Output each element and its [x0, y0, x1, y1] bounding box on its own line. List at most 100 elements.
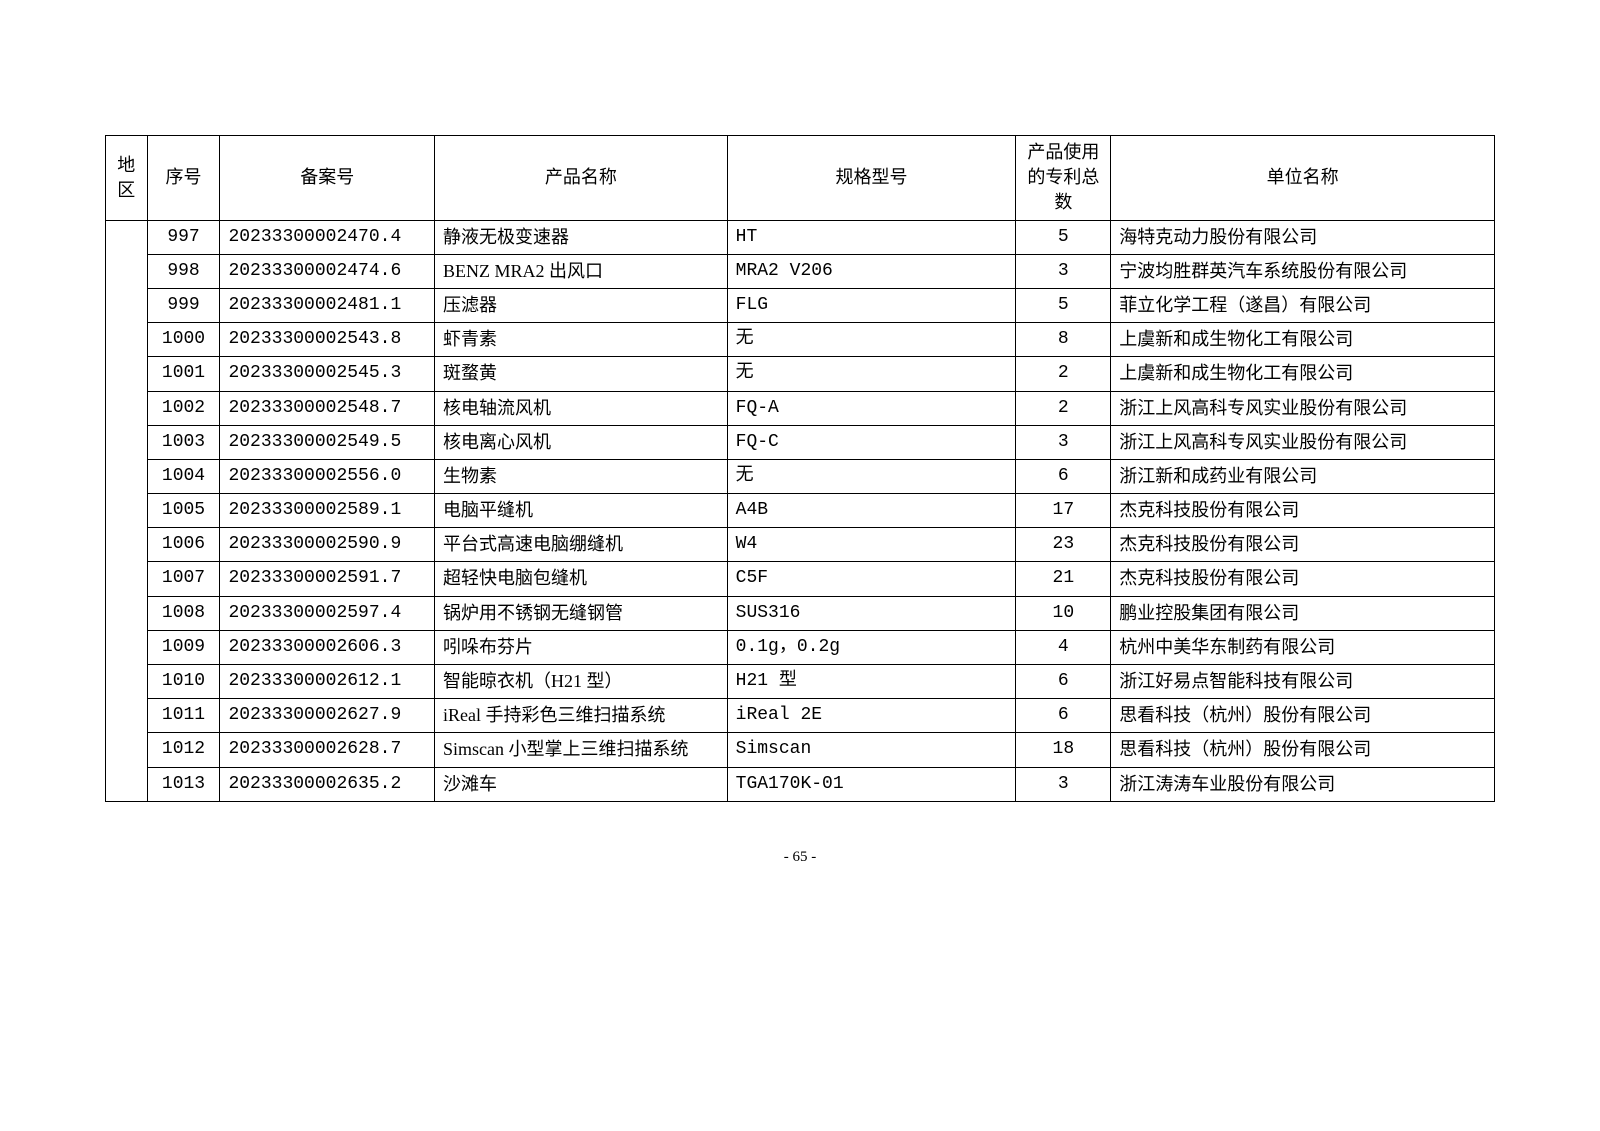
cell-patent: 6	[1016, 699, 1111, 733]
cell-seq: 1011	[147, 699, 220, 733]
table-row: 100320233300002549.5核电离心风机FQ-C3浙江上风高科专风实…	[106, 425, 1495, 459]
cell-filing: 20233300002545.3	[220, 357, 435, 391]
cell-filing: 20233300002612.1	[220, 665, 435, 699]
cell-company: 浙江上风高科专风实业股份有限公司	[1111, 391, 1495, 425]
header-spec: 规格型号	[727, 136, 1016, 221]
cell-filing: 20233300002549.5	[220, 425, 435, 459]
cell-product: 生物素	[435, 459, 728, 493]
table-row: 100820233300002597.4锅炉用不锈钢无缝钢管SUS31610鹏业…	[106, 596, 1495, 630]
table-row: 99920233300002481.1压滤器FLG5菲立化学工程（遂昌）有限公司	[106, 288, 1495, 322]
cell-company: 杰克科技股份有限公司	[1111, 528, 1495, 562]
cell-product: 核电轴流风机	[435, 391, 728, 425]
cell-product: 虾青素	[435, 323, 728, 357]
cell-spec: 无	[727, 357, 1016, 391]
cell-company: 浙江好易点智能科技有限公司	[1111, 665, 1495, 699]
cell-patent: 3	[1016, 767, 1111, 801]
cell-patent: 6	[1016, 459, 1111, 493]
cell-seq: 1012	[147, 733, 220, 767]
cell-spec: FQ-C	[727, 425, 1016, 459]
cell-company: 上虞新和成生物化工有限公司	[1111, 357, 1495, 391]
cell-patent: 23	[1016, 528, 1111, 562]
cell-patent: 6	[1016, 665, 1111, 699]
cell-company: 宁波均胜群英汽车系统股份有限公司	[1111, 254, 1495, 288]
cell-filing: 20233300002606.3	[220, 630, 435, 664]
cell-filing: 20233300002556.0	[220, 459, 435, 493]
cell-spec: FLG	[727, 288, 1016, 322]
table-header-row: 地区 序号 备案号 产品名称 规格型号 产品使用的专利总数 单位名称	[106, 136, 1495, 221]
cell-spec: 0.1g，0.2g	[727, 630, 1016, 664]
cell-company: 杰克科技股份有限公司	[1111, 562, 1495, 596]
header-filing: 备案号	[220, 136, 435, 221]
cell-region	[106, 220, 148, 801]
cell-filing: 20233300002627.9	[220, 699, 435, 733]
cell-spec: MRA2 V206	[727, 254, 1016, 288]
cell-patent: 4	[1016, 630, 1111, 664]
cell-seq: 1008	[147, 596, 220, 630]
cell-filing: 20233300002474.6	[220, 254, 435, 288]
cell-filing: 20233300002591.7	[220, 562, 435, 596]
cell-spec: TGA170K-01	[727, 767, 1016, 801]
cell-spec: HT	[727, 220, 1016, 254]
cell-company: 上虞新和成生物化工有限公司	[1111, 323, 1495, 357]
data-table: 地区 序号 备案号 产品名称 规格型号 产品使用的专利总数 单位名称 99720…	[105, 135, 1495, 802]
cell-spec: W4	[727, 528, 1016, 562]
cell-product: 吲哚布芬片	[435, 630, 728, 664]
table-row: 100420233300002556.0生物素无6浙江新和成药业有限公司	[106, 459, 1495, 493]
cell-company: 鹏业控股集团有限公司	[1111, 596, 1495, 630]
cell-company: 思看科技（杭州）股份有限公司	[1111, 733, 1495, 767]
cell-spec: Simscan	[727, 733, 1016, 767]
table-row: 101320233300002635.2沙滩车TGA170K-013浙江涛涛车业…	[106, 767, 1495, 801]
cell-spec: SUS316	[727, 596, 1016, 630]
cell-seq: 1006	[147, 528, 220, 562]
table-row: 100920233300002606.3吲哚布芬片0.1g，0.2g4杭州中美华…	[106, 630, 1495, 664]
table-row: 100120233300002545.3斑蝥黄无2上虞新和成生物化工有限公司	[106, 357, 1495, 391]
table-row: 99720233300002470.4静液无极变速器HT5海特克动力股份有限公司	[106, 220, 1495, 254]
cell-patent: 10	[1016, 596, 1111, 630]
cell-filing: 20233300002590.9	[220, 528, 435, 562]
cell-patent: 17	[1016, 494, 1111, 528]
cell-product: 超轻快电脑包缝机	[435, 562, 728, 596]
cell-patent: 18	[1016, 733, 1111, 767]
cell-patent: 8	[1016, 323, 1111, 357]
table-row: 100020233300002543.8虾青素无8上虞新和成生物化工有限公司	[106, 323, 1495, 357]
page-number: - 65 -	[0, 849, 1600, 866]
cell-product: 智能晾衣机（H21 型）	[435, 665, 728, 699]
cell-spec: 无	[727, 323, 1016, 357]
cell-company: 浙江涛涛车业股份有限公司	[1111, 767, 1495, 801]
cell-seq: 1010	[147, 665, 220, 699]
cell-patent: 3	[1016, 425, 1111, 459]
cell-spec: C5F	[727, 562, 1016, 596]
cell-spec: A4B	[727, 494, 1016, 528]
cell-filing: 20233300002635.2	[220, 767, 435, 801]
cell-filing: 20233300002628.7	[220, 733, 435, 767]
cell-product: BENZ MRA2 出风口	[435, 254, 728, 288]
cell-product: 电脑平缝机	[435, 494, 728, 528]
cell-spec: iReal 2E	[727, 699, 1016, 733]
cell-patent: 2	[1016, 391, 1111, 425]
cell-seq: 1013	[147, 767, 220, 801]
header-region: 地区	[106, 136, 148, 221]
cell-company: 杭州中美华东制药有限公司	[1111, 630, 1495, 664]
cell-patent: 3	[1016, 254, 1111, 288]
cell-filing: 20233300002481.1	[220, 288, 435, 322]
cell-seq: 1000	[147, 323, 220, 357]
cell-company: 菲立化学工程（遂昌）有限公司	[1111, 288, 1495, 322]
cell-patent: 5	[1016, 220, 1111, 254]
cell-company: 思看科技（杭州）股份有限公司	[1111, 699, 1495, 733]
cell-product: 核电离心风机	[435, 425, 728, 459]
table-row: 100620233300002590.9平台式高速电脑绷缝机W423杰克科技股份…	[106, 528, 1495, 562]
header-seq: 序号	[147, 136, 220, 221]
cell-patent: 21	[1016, 562, 1111, 596]
cell-seq: 1005	[147, 494, 220, 528]
cell-patent: 5	[1016, 288, 1111, 322]
table-row: 100220233300002548.7核电轴流风机FQ-A2浙江上风高科专风实…	[106, 391, 1495, 425]
cell-seq: 1009	[147, 630, 220, 664]
cell-product: 压滤器	[435, 288, 728, 322]
cell-product: iReal 手持彩色三维扫描系统	[435, 699, 728, 733]
cell-seq: 997	[147, 220, 220, 254]
cell-seq: 1004	[147, 459, 220, 493]
cell-product: 平台式高速电脑绷缝机	[435, 528, 728, 562]
cell-filing: 20233300002548.7	[220, 391, 435, 425]
cell-product: 斑蝥黄	[435, 357, 728, 391]
cell-spec: H21 型	[727, 665, 1016, 699]
